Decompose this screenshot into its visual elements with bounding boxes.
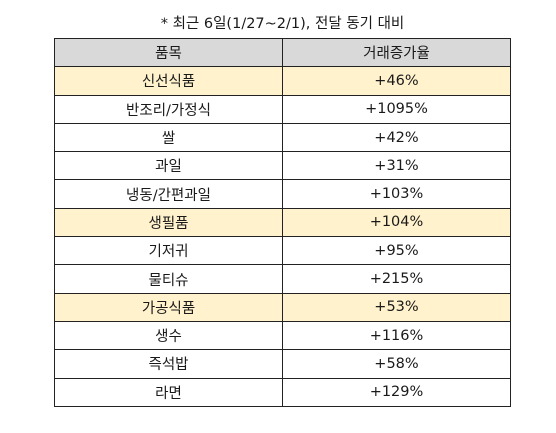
item-cell: 냉동/간편과일	[54, 179, 283, 209]
table-caption: * 최근 6일(1/27~2/1), 전달 동기 대비	[160, 16, 405, 32]
table-header-row: 품목 거래증가율	[54, 37, 511, 68]
category-row: 신선식품 +46%	[54, 66, 511, 96]
rate-cell: +42%	[282, 122, 511, 153]
item-cell: 가공식품	[54, 292, 283, 322]
item-cell: 과일	[54, 151, 283, 181]
column-header-rate: 거래증가율	[282, 37, 511, 68]
item-cell: 생필품	[54, 207, 283, 238]
rate-cell: +103%	[282, 179, 511, 209]
table-row: 라면 +129%	[54, 377, 511, 407]
item-cell: 라면	[54, 377, 283, 407]
item-cell: 물티슈	[54, 264, 283, 294]
table-row: 물티슈 +215%	[54, 264, 511, 294]
category-row: 생필품 +104%	[54, 207, 511, 238]
table-row: 과일 +31%	[54, 151, 511, 181]
rate-cell: +58%	[282, 349, 511, 379]
item-cell: 기저귀	[54, 236, 283, 266]
rate-cell: +1095%	[282, 94, 511, 124]
item-cell: 신선식품	[54, 66, 283, 96]
rate-cell: +31%	[282, 151, 511, 181]
rate-cell: +104%	[282, 207, 511, 238]
column-header-item: 품목	[54, 37, 283, 68]
rate-cell: +116%	[282, 320, 511, 351]
table-row: 반조리/가정식 +1095%	[54, 94, 511, 124]
item-cell: 즉석밥	[54, 349, 283, 379]
table-row: 기저귀 +95%	[54, 236, 511, 266]
rate-cell: +215%	[282, 264, 511, 294]
rate-cell: +95%	[282, 236, 511, 266]
item-cell: 쌀	[54, 122, 283, 153]
table-row: 냉동/간편과일 +103%	[54, 179, 511, 209]
table-row: 쌀 +42%	[54, 122, 511, 153]
category-row: 가공식품 +53%	[54, 292, 511, 322]
table-row: 생수 +116%	[54, 320, 511, 351]
growth-table: 품목 거래증가율 신선식품 +46% 반조리/가정식 +1095% 쌀 +42% 과일 +31…	[54, 37, 511, 407]
rate-cell: +53%	[282, 292, 511, 322]
table-row: 즉석밥 +58%	[54, 349, 511, 379]
item-cell: 생수	[54, 320, 283, 351]
table-body: 신선식품 +46% 반조리/가정식 +1095% 쌀 +42% 과일 +31% 냉동/간편과일 +…	[54, 66, 511, 407]
rate-cell: +46%	[282, 66, 511, 96]
rate-cell: +129%	[282, 377, 511, 407]
item-cell: 반조리/가정식	[54, 94, 283, 124]
